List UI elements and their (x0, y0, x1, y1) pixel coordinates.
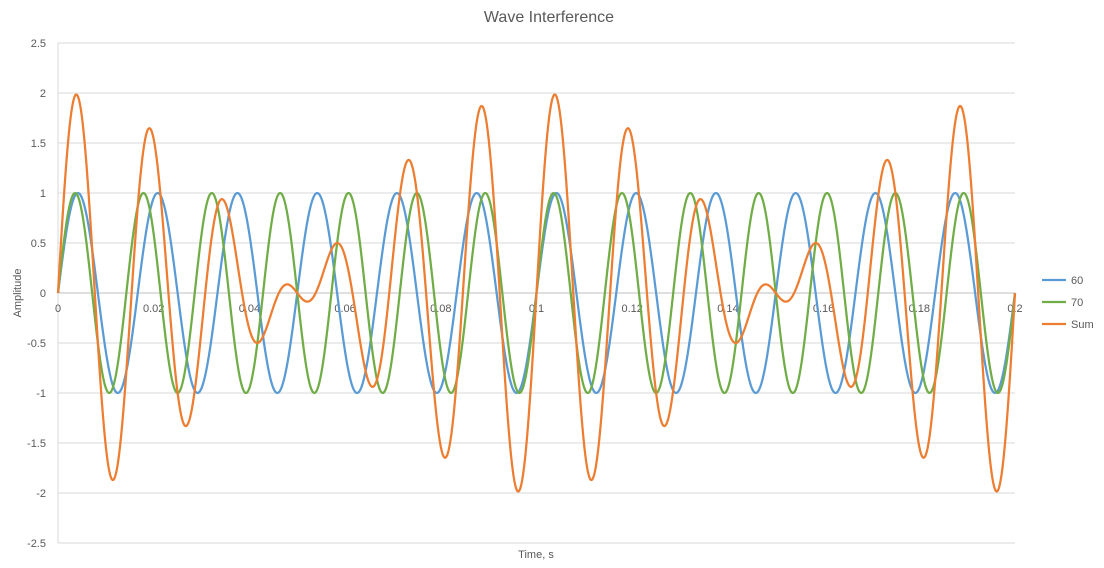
x-tick-label: 0.12 (621, 303, 642, 315)
x-tick-label: 0.18 (909, 303, 930, 315)
series-lines (56, 93, 1017, 493)
y-tick-label: 0.5 (31, 238, 46, 250)
y-tick-labels: 2.5 2 1.5 1 0.5 0 -0.5 -1 -1.5 -2 -2.5 (27, 38, 46, 550)
x-axis-title: Time, s (518, 549, 554, 561)
y-tick-label: -1 (36, 388, 46, 400)
legend: 60 70 Sum (1042, 275, 1094, 331)
y-tick-label: 2.5 (31, 38, 46, 50)
y-tick-label: 1.5 (31, 138, 46, 150)
y-tick-label: -2 (36, 488, 46, 500)
x-tick-label: 0 (55, 303, 61, 315)
y-tick-label: 2 (40, 88, 46, 100)
legend-label: Sum (1071, 319, 1094, 331)
y-tick-label: 1 (40, 188, 46, 200)
legend-label: 60 (1071, 275, 1083, 287)
x-tick-label: 0.08 (430, 303, 451, 315)
y-tick-label: -1.5 (27, 438, 46, 450)
y-tick-label: 0 (40, 288, 46, 300)
y-tick-label: -0.5 (27, 338, 46, 350)
x-tick-label: 0.14 (717, 303, 738, 315)
series-line-sum (56, 93, 1017, 493)
y-tick-label: -2.5 (27, 538, 46, 550)
chart-title: Wave Interference (484, 9, 614, 26)
x-tick-label: 0.02 (143, 303, 164, 315)
x-tick-label: 0.04 (239, 303, 260, 315)
y-axis-title: Amplitude (12, 269, 24, 318)
legend-label: 70 (1071, 297, 1083, 309)
